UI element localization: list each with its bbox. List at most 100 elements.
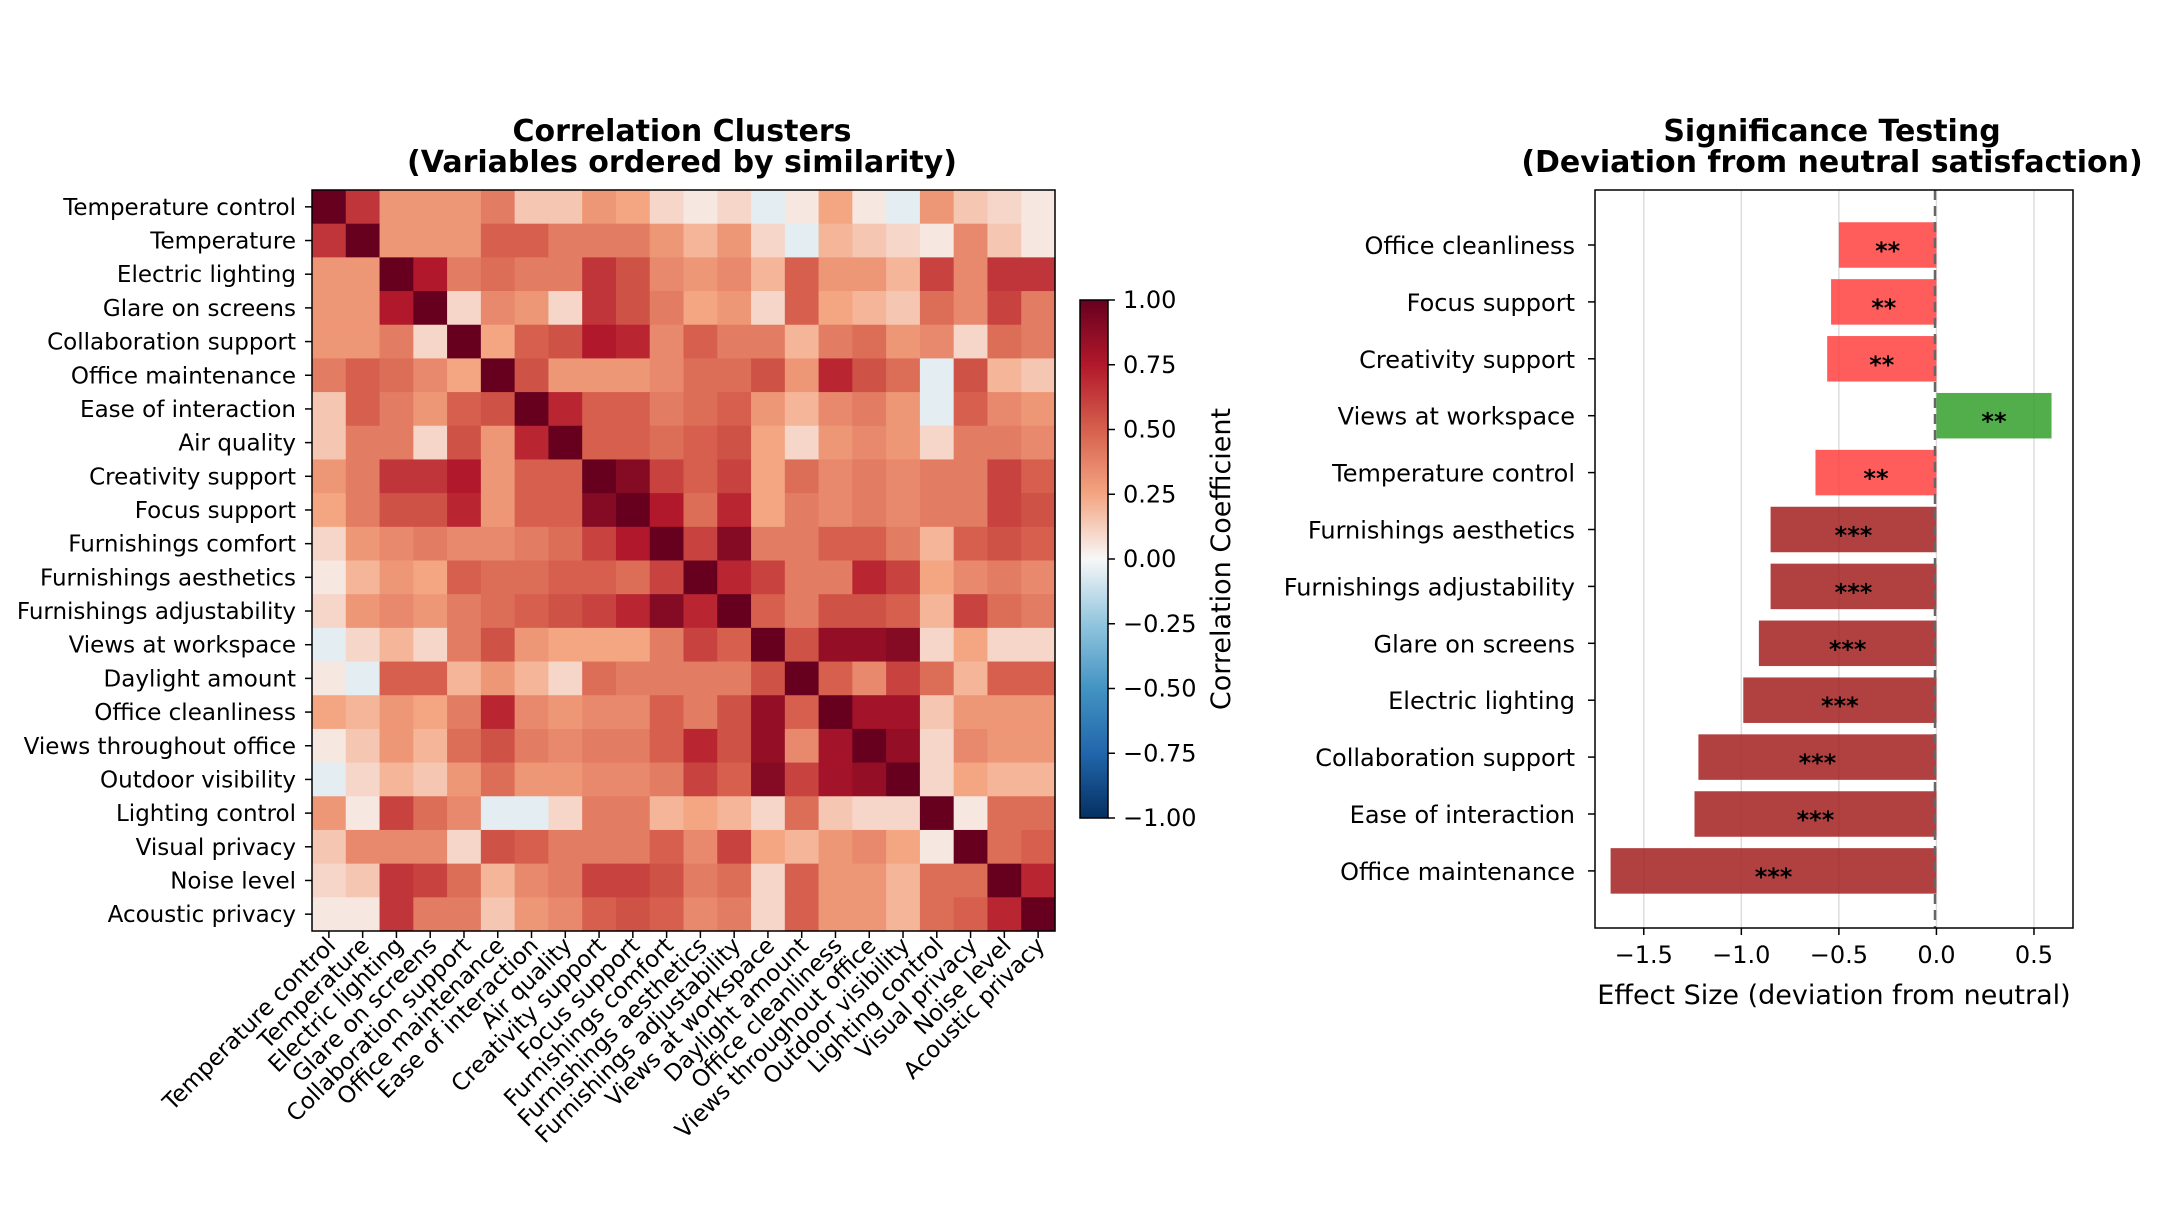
bar-category-label: Temperature control [1331, 460, 1575, 488]
heatmap-cell [615, 459, 651, 494]
heatmap-cell [413, 627, 448, 663]
heatmap-cell [953, 796, 989, 831]
heatmap-cell [818, 560, 853, 595]
heatmap-cell [413, 796, 448, 831]
colorbar-label: Correlation Coefficient [1206, 408, 1237, 710]
bar [1936, 392, 2052, 439]
heatmap-cell [953, 324, 989, 360]
heatmap-cell [1021, 526, 1056, 562]
colorbar: 1.00 0.75 0.50 0.25 0.00 −0.25 −0.50 −0.75 −1.00… [1079, 286, 1237, 832]
heatmap-cell [919, 493, 955, 528]
heatmap-cell [919, 829, 955, 865]
bar-category-label: Glare on screens [1373, 630, 1575, 658]
heatmap-cell [751, 897, 786, 932]
heatmap-cell [818, 358, 853, 393]
heatmap-cell [717, 358, 752, 393]
heatmap-cell [1021, 459, 1056, 494]
heatmap-cell [987, 796, 1022, 831]
heatmap-cell [953, 863, 989, 898]
heatmap-cell [1021, 897, 1056, 932]
heatmap-cell [751, 291, 786, 326]
heatmap-cell [818, 762, 853, 797]
heatmap-cell [582, 627, 617, 663]
heatmap-cell [987, 897, 1022, 932]
heatmap-cell [345, 257, 381, 292]
heatmap-cell [413, 493, 448, 528]
bars: ******************************* [1610, 222, 2052, 894]
heatmap-cell [615, 291, 651, 326]
heatmap-cell [514, 190, 550, 225]
bar [1698, 734, 1937, 780]
heatmap-cell [514, 897, 550, 932]
heatmap-cell [447, 425, 482, 461]
heatmap-cell [818, 493, 853, 528]
bar-plot-frame [1594, 189, 2074, 929]
heatmap-cell [345, 897, 381, 932]
heatmap-cell [345, 459, 381, 494]
heatmap-panel: Correlation Clusters (Variables ordered … [17, 114, 1056, 1149]
heatmap-cell [852, 627, 887, 663]
heatmap-cell [919, 324, 955, 360]
heatmap-cell [548, 627, 583, 663]
heatmap-cell [683, 728, 718, 764]
heatmap-cell [548, 425, 583, 461]
heatmap-cell [312, 257, 347, 292]
heatmap-cell [1021, 829, 1056, 865]
heatmap-row-label: Collaboration support [47, 330, 296, 356]
heatmap-cell [514, 223, 550, 258]
heatmap-cell [649, 829, 685, 865]
heatmap-cell [751, 695, 786, 730]
heatmap-cell [1021, 190, 1056, 225]
heatmap-cell [953, 829, 989, 865]
heatmap-cell [784, 324, 820, 360]
heatmap-row-label: Daylight amount [104, 666, 296, 692]
heatmap-cell [514, 863, 550, 898]
heatmap-cell [447, 627, 482, 663]
heatmap-cell [717, 661, 752, 696]
heatmap-cell [784, 425, 820, 461]
heatmap-cell [919, 223, 955, 258]
heatmap-cell [919, 594, 955, 629]
colorbar-tick-label: 0.25 [1123, 480, 1176, 508]
heatmap-cell [649, 695, 685, 730]
bar-category-label: Focus support [1407, 289, 1575, 317]
heatmap-cell [886, 661, 921, 696]
heatmap-title-line2: (Variables ordered by similarity) [407, 145, 957, 180]
heatmap-cell [379, 526, 414, 562]
colorbar-tick-label: 0.75 [1123, 351, 1176, 379]
heatmap-cell [751, 526, 786, 562]
heatmap-cell [514, 493, 550, 528]
heatmap-cell [919, 560, 955, 595]
heatmap-cell [615, 728, 651, 764]
heatmap-cell [582, 358, 617, 393]
heatmap-cell [987, 863, 1022, 898]
bar [1743, 677, 1937, 723]
heatmap-cell [379, 594, 414, 629]
heatmap-cell [413, 829, 448, 865]
colorbar-ticks: 1.00 0.75 0.50 0.25 0.00 −0.25 −0.50 −0.75 −1.00 [1108, 286, 1197, 832]
heatmap-cell [514, 695, 550, 730]
heatmap-cell [886, 493, 921, 528]
heatmap-cell [852, 324, 887, 360]
heatmap-cell [379, 190, 414, 225]
heatmap-cell [717, 594, 752, 629]
heatmap-cell [379, 358, 414, 393]
heatmap-cell [683, 560, 718, 595]
heatmap-cell [852, 392, 887, 427]
colorbar-tick-label: 0.50 [1123, 416, 1176, 444]
heatmap-cell [345, 863, 381, 898]
heatmap-cell [818, 863, 853, 898]
heatmap-cell [886, 223, 921, 258]
heatmap-cell [514, 661, 550, 696]
heatmap-cell [852, 223, 887, 258]
bar [1610, 848, 1937, 894]
heatmap-cell [379, 425, 414, 461]
heatmap-cell [649, 223, 685, 258]
heatmap-cell [1021, 257, 1056, 292]
heatmap-cell [1021, 762, 1056, 797]
heatmap-row-label: Views at workspace [69, 633, 296, 659]
heatmap-cell [717, 829, 752, 865]
heatmap-cell [548, 392, 583, 427]
heatmap-cell [615, 627, 651, 663]
heatmap-cell [615, 223, 651, 258]
